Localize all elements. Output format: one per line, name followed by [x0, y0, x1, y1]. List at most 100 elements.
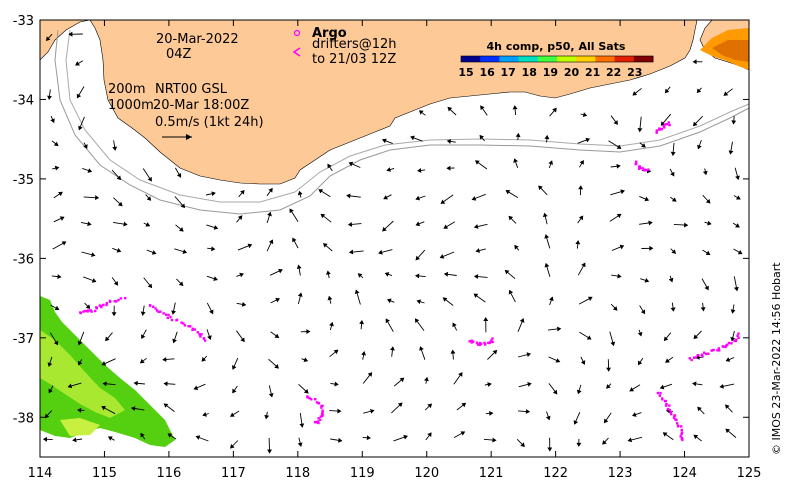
current-vector-head	[320, 213, 326, 219]
argo-drifters-label: drifters@12h	[312, 37, 397, 52]
current-vector-head	[620, 189, 625, 195]
current-vector-head	[461, 402, 467, 408]
current-vector-head	[193, 385, 199, 390]
current-vector-head	[211, 246, 216, 252]
current-vector-head	[610, 341, 616, 347]
argo-float-point	[199, 335, 202, 338]
argo-float-point	[200, 333, 203, 336]
current-vector-head	[670, 171, 675, 177]
y-tick-label: -34	[13, 93, 34, 108]
argo-float-point	[679, 435, 682, 438]
current-vector-head	[581, 262, 586, 268]
argo-float-point	[662, 124, 665, 128]
argo-float-point	[475, 341, 479, 344]
argo-float-point	[659, 128, 662, 131]
argo-float-point	[87, 309, 90, 312]
current-vector-head	[107, 436, 113, 441]
argo-float-point	[680, 431, 684, 434]
argo-float-point	[658, 127, 661, 130]
x-tick-label: 124	[672, 466, 697, 481]
current-vector-head	[361, 351, 366, 356]
current-vector-head	[318, 189, 324, 194]
argo-float-point	[319, 415, 322, 418]
current-vectors	[42, 31, 743, 454]
colorbar-tick-label: 22	[606, 66, 621, 79]
current-vector-head	[334, 381, 339, 387]
current-vector-head	[542, 212, 548, 218]
current-vector-head	[289, 208, 294, 214]
credit-label: © IMOS 23-Mar-2022 14:56 Hobart	[770, 262, 783, 455]
current-vector-head	[442, 297, 448, 302]
argo-float-point	[666, 407, 670, 411]
current-vector-head	[78, 125, 83, 131]
argo-float-point	[84, 309, 87, 313]
scale-label: 0.5m/s (1kt 24h)	[155, 115, 264, 130]
current-vector-head	[684, 222, 689, 228]
current-vector-head	[514, 244, 519, 250]
current-vector-head	[275, 297, 280, 303]
current-vector-head	[613, 120, 618, 125]
current-vector-head	[700, 307, 706, 312]
current-vector-head	[555, 358, 561, 363]
current-vector-head	[641, 143, 646, 148]
current-vector-head	[575, 240, 581, 245]
argo-float-point	[180, 321, 183, 324]
current-vector-head	[525, 409, 531, 414]
current-vector-head	[480, 105, 485, 111]
current-vector-head	[552, 389, 558, 395]
argo-float-point	[724, 345, 727, 349]
argo-float-point	[154, 307, 157, 310]
current-vector-head	[83, 144, 88, 149]
x-tick-label: 125	[737, 466, 762, 481]
current-vector-head	[209, 309, 214, 315]
current-vector-head	[116, 175, 122, 181]
current-vector-head	[578, 185, 584, 190]
current-vector-head	[140, 311, 146, 316]
current-vector-head	[147, 283, 153, 289]
current-vector-head	[415, 221, 421, 227]
current-vector-head	[606, 384, 611, 389]
argo-float-point	[676, 425, 680, 428]
argo-float-point	[639, 166, 642, 169]
isobath-200m	[54, 29, 750, 215]
argo-float-point	[737, 336, 740, 339]
current-vector-head	[133, 380, 138, 386]
current-vector-head	[180, 203, 186, 209]
argo-float-point	[117, 298, 120, 302]
argo-float-point	[470, 341, 473, 344]
argo-until-label: to 21/03 12Z	[312, 52, 396, 67]
current-vector-head	[162, 357, 167, 362]
argo-float-point	[680, 425, 683, 428]
argo-float-point	[167, 313, 170, 317]
current-vector-head	[390, 346, 395, 351]
argo-float-point	[658, 394, 661, 397]
current-vector-head	[692, 59, 697, 65]
current-vector-head	[479, 134, 485, 140]
current-vector-head	[87, 221, 92, 227]
current-vector-head	[728, 150, 734, 155]
current-vector-head	[297, 190, 303, 196]
current-vector-head	[292, 237, 297, 243]
argo-float-point	[710, 349, 713, 352]
current-vector-head	[211, 191, 216, 197]
current-vector-head	[538, 185, 543, 191]
current-vector-head	[87, 168, 93, 173]
argo-float-point	[198, 333, 201, 336]
current-vector-head	[42, 436, 48, 442]
current-vector-head	[670, 151, 676, 157]
current-vector-head	[329, 321, 334, 327]
argo-float-point	[641, 167, 644, 170]
current-vector-head	[733, 286, 739, 292]
argo-float-point	[100, 304, 103, 308]
argo-float-point	[108, 300, 112, 303]
current-vector-head	[617, 273, 622, 279]
current-vector-head	[303, 389, 309, 394]
current-vector-head	[737, 249, 743, 255]
current-vector-head	[508, 215, 514, 221]
argo-float-point	[191, 327, 195, 330]
current-vector-head	[668, 277, 674, 283]
argo-float-point	[634, 162, 638, 165]
current-vector-head	[520, 442, 525, 448]
y-axis: -33 -34 -35 -36 -37 -38	[13, 14, 749, 426]
current-vector-head	[213, 276, 218, 281]
